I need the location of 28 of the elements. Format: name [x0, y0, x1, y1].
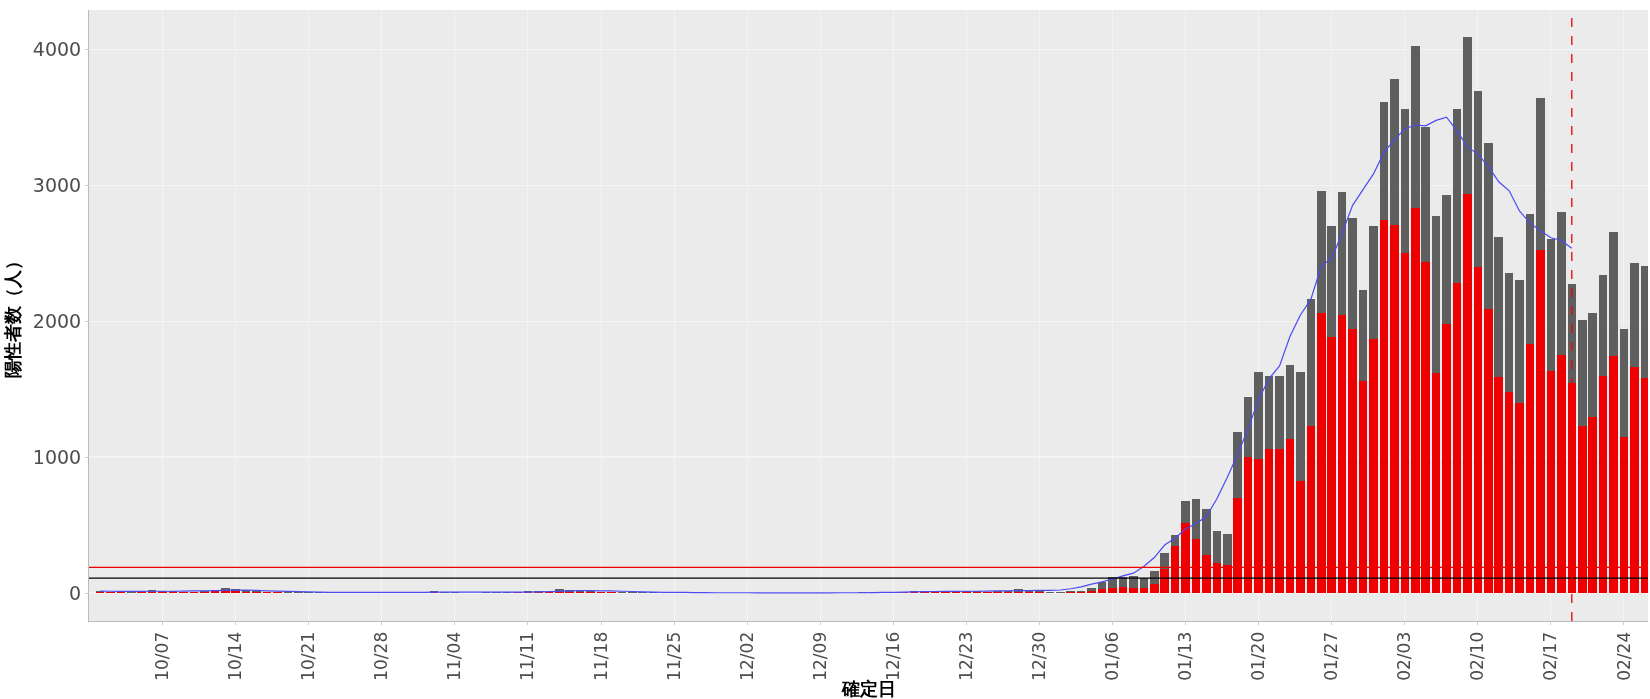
x-tick-label: 12/16 — [882, 631, 903, 681]
x-tick-label: 11/04 — [444, 631, 465, 681]
x-tick-label: 12/30 — [1028, 631, 1049, 681]
x-tick-label: 01/27 — [1321, 631, 1342, 681]
x-tick-label: 10/28 — [371, 631, 392, 681]
x-tick-label: 12/23 — [955, 631, 976, 681]
x-tick-label: 10/21 — [298, 631, 319, 681]
y-tick-label: 0 — [69, 581, 82, 604]
y-tick-label: 2000 — [32, 309, 82, 332]
y-tick-label: 3000 — [32, 174, 82, 196]
x-tick-label: 11/25 — [663, 631, 684, 681]
x-tick-label: 02/10 — [1467, 631, 1488, 681]
x-tick-label: 02/24 — [1613, 631, 1634, 681]
x-tick-label: 12/09 — [809, 631, 830, 681]
x-tick-label: 11/11 — [517, 631, 538, 681]
x-tick-label: 02/17 — [1540, 631, 1561, 681]
y-tick-label: 1000 — [32, 445, 82, 468]
x-tick-label: 02/03 — [1394, 631, 1415, 681]
y-tick-label: 4000 — [32, 38, 82, 61]
x-tick-label: 10/14 — [225, 631, 246, 681]
x-tick-label: 01/13 — [1175, 631, 1196, 681]
y-axis-title: 陽性者数（人） — [2, 252, 24, 379]
x-tick-label: 12/02 — [736, 631, 757, 681]
x-tick-label: 11/18 — [590, 631, 611, 681]
x-axis-title: 確定日 — [840, 678, 896, 699]
x-tick-label: 10/07 — [152, 631, 173, 681]
x-tick-label: 01/20 — [1248, 631, 1269, 681]
x-tick-label: 01/06 — [1102, 631, 1123, 681]
